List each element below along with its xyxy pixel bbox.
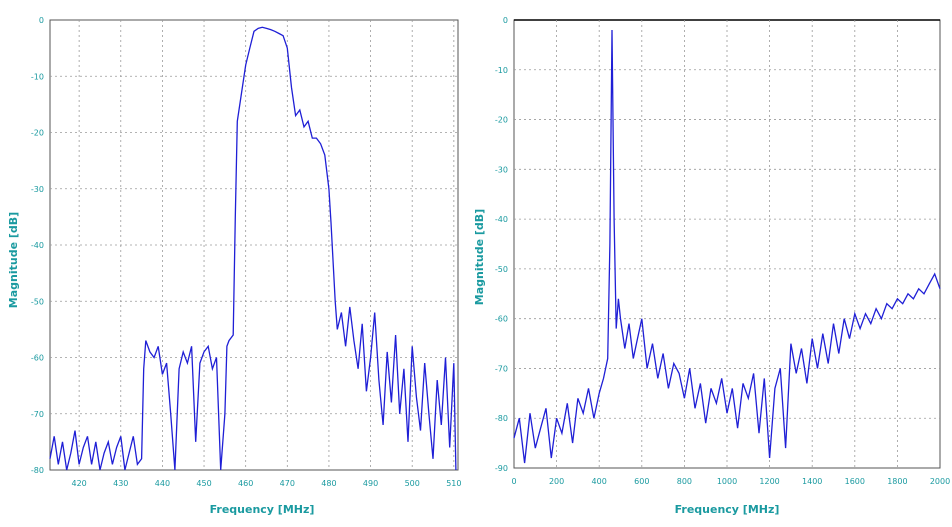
- left-x-tick-label: 500: [405, 479, 420, 488]
- right-y-tick-label: -80: [495, 414, 508, 423]
- right-y-ticks: 0 -10 -20 -30 -40 -50 -60 -70 -80 -90: [495, 16, 508, 473]
- left-x-ticks: 420 430 440 450 460 470 480 490 500 510: [72, 479, 462, 488]
- left-y-tick-label: -60: [31, 354, 44, 363]
- right-y-tick-label: -50: [495, 265, 508, 274]
- right-x-tick-label: 800: [677, 477, 692, 486]
- left-y-tick-label: -10: [31, 72, 44, 81]
- right-x-tick-label: 1200: [759, 477, 779, 486]
- left-x-tick-label: 450: [196, 479, 211, 488]
- left-x-tick-label: 470: [280, 479, 295, 488]
- left-chart: 0 -10 -20 -30 -40 -50 -60 -70 -80 420 430 440 450 46…: [7, 16, 461, 516]
- left-y-tick-label: -20: [31, 129, 44, 138]
- right-x-tick-label: 1800: [887, 477, 907, 486]
- left-x-axis-label: Frequency [MHz]: [210, 503, 315, 516]
- left-x-tick-label: 490: [363, 479, 378, 488]
- right-x-tick-label: 2000: [930, 477, 950, 486]
- right-y-tick-label: -60: [495, 315, 508, 324]
- right-x-tick-label: 1000: [717, 477, 737, 486]
- left-y-tick-label: -80: [31, 466, 44, 475]
- left-x-tick-label: 430: [113, 479, 128, 488]
- right-y-axis-label: Magnitude [dB]: [473, 209, 486, 305]
- right-x-tick-label: 0: [511, 477, 516, 486]
- right-x-tick-label: 400: [592, 477, 607, 486]
- right-x-tick-label: 1400: [802, 477, 822, 486]
- left-series-line: [49, 26, 457, 471]
- right-x-axis-label: Frequency [MHz]: [675, 503, 780, 516]
- right-x-ticks: 0 200 400 600 800 1000 1200 1400 1600 1800 2000: [511, 477, 950, 486]
- right-y-tick-label: -10: [495, 66, 508, 75]
- right-chart: 0 -10 -20 -30 -40 -50 -60 -70 -80 -90 0 200 400 600 8…: [473, 16, 950, 516]
- left-x-tick-label: 440: [155, 479, 170, 488]
- left-y-tick-label: -40: [31, 241, 44, 250]
- right-plot-area: [513, 19, 941, 469]
- right-x-tick-label: 600: [634, 477, 649, 486]
- right-y-tick-label: -90: [495, 464, 508, 473]
- left-x-tick-label: 420: [72, 479, 87, 488]
- left-y-tick-label: -70: [31, 410, 44, 419]
- right-x-tick-label: 200: [549, 477, 564, 486]
- left-gridlines: [50, 20, 458, 470]
- left-y-tick-label: -30: [31, 185, 44, 194]
- right-x-tick-label: 1600: [845, 477, 865, 486]
- left-x-tick-label: 480: [321, 479, 336, 488]
- right-y-tick-label: -30: [495, 165, 508, 174]
- right-y-tick-label: 0: [503, 16, 508, 25]
- right-series-line: [513, 29, 941, 464]
- left-x-tick-label: 510: [446, 479, 461, 488]
- left-y-tick-label: 0: [39, 16, 44, 25]
- left-x-tick-label: 460: [238, 479, 253, 488]
- right-y-tick-label: -20: [495, 116, 508, 125]
- left-y-ticks: 0 -10 -20 -30 -40 -50 -60 -70 -80: [31, 16, 44, 475]
- right-y-tick-label: -70: [495, 364, 508, 373]
- left-y-tick-label: -50: [31, 297, 44, 306]
- right-y-tick-label: -40: [495, 215, 508, 224]
- right-gridlines: [514, 20, 940, 468]
- left-y-axis-label: Magnitude [dB]: [7, 212, 20, 308]
